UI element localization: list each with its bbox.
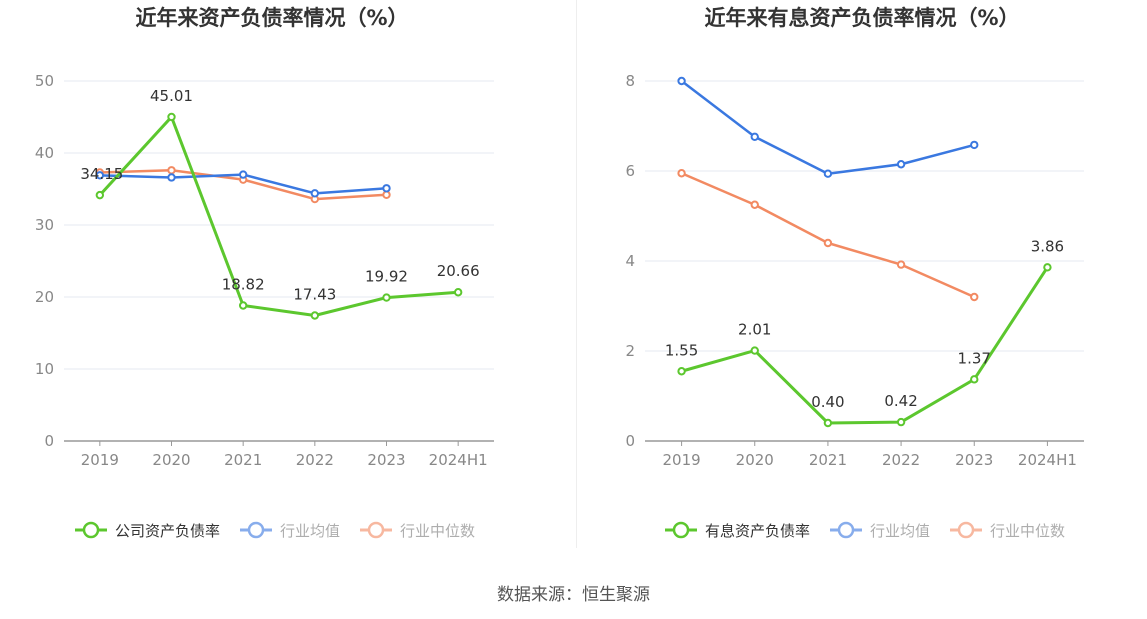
data-label: 17.43 xyxy=(293,286,336,304)
data-point-industry-average xyxy=(677,76,686,86)
legend-item-company: 有息资产负债率 xyxy=(665,521,810,540)
legend-item-industry-median: 行业中位数 xyxy=(360,521,475,540)
legend-item-industry-average: 行业均值 xyxy=(830,521,930,540)
data-label: 0.40 xyxy=(811,393,844,411)
data-point-industry-median xyxy=(167,166,176,175)
panel-divider xyxy=(576,0,577,548)
x-tick-label: 2021 xyxy=(224,451,262,469)
legend-label: 行业中位数 xyxy=(400,522,475,540)
data-point-industry-average xyxy=(970,140,979,150)
y-tick-label: 2 xyxy=(625,342,635,360)
data-label: 45.01 xyxy=(150,87,193,105)
data-label: 2.01 xyxy=(738,321,771,339)
data-point-industry-average xyxy=(167,173,176,182)
data-point-industry-average xyxy=(310,189,320,198)
data-point-industry-median xyxy=(896,260,906,269)
data-point-company xyxy=(382,293,391,302)
series-line-company xyxy=(98,115,459,318)
data-source-footer: 数据来源：恒生聚源 xyxy=(497,585,650,605)
data-point-industry-median xyxy=(750,200,759,209)
legend-swatch-marker xyxy=(837,521,855,539)
chart-panel-2: 近年来有息资产负债率情况（%） 0 2 4 6 8 2019 2020 2021 2022 2023… xyxy=(625,6,1084,540)
data-point-industry-average xyxy=(382,184,391,193)
series-line-industry-average xyxy=(680,80,975,175)
legend-item-company: 公司资产负债率 xyxy=(75,521,220,540)
data-point-company xyxy=(970,375,979,384)
legend-swatch-marker xyxy=(82,521,100,539)
data-point-industry-average xyxy=(896,160,906,169)
data-point-industry-median xyxy=(970,292,979,302)
data-point-industry-average xyxy=(238,170,248,179)
data-label: 3.86 xyxy=(1031,237,1064,255)
chart-title: 近年来有息资产负债率情况（%） xyxy=(704,6,1019,30)
data-point-company xyxy=(453,288,463,297)
data-label: 19.92 xyxy=(365,268,408,286)
legend-item-industry-average: 行业均值 xyxy=(240,521,340,540)
data-point-company xyxy=(167,112,176,122)
y-tick-label: 4 xyxy=(625,252,635,270)
x-tick-label: 2023 xyxy=(955,451,993,469)
legend-swatch-marker xyxy=(367,521,385,539)
y-tick-label: 0 xyxy=(625,432,635,450)
data-label: 1.37 xyxy=(958,349,991,367)
data-point-company xyxy=(677,367,686,376)
data-point-industry-average xyxy=(95,171,105,180)
legend-label: 公司资产负债率 xyxy=(115,522,220,540)
chart-panel-1: 近年来资产负债率情况（%） 0 10 20 30 40 50 2019 2020 2021 2022… xyxy=(35,6,494,540)
y-tick-label: 50 xyxy=(35,72,54,90)
y-tick-label: 20 xyxy=(35,288,54,306)
x-tick-label: 2019 xyxy=(81,451,119,469)
data-point-industry-average xyxy=(823,169,833,178)
x-tick-label: 2024H1 xyxy=(429,451,488,469)
x-tick-label: 2021 xyxy=(809,451,847,469)
y-tick-label: 30 xyxy=(35,216,54,234)
legend-swatch-marker xyxy=(672,521,690,539)
y-tick-label: 6 xyxy=(625,162,635,180)
data-point-industry-average xyxy=(750,132,759,142)
data-label: 0.42 xyxy=(884,392,917,410)
y-tick-label: 40 xyxy=(35,144,54,162)
data-point-company xyxy=(750,346,759,355)
legend-swatch-marker xyxy=(957,521,975,539)
y-tick-label: 0 xyxy=(44,432,54,450)
data-point-industry-median xyxy=(382,190,391,199)
data-point-company xyxy=(95,190,105,200)
data-point-company xyxy=(823,418,833,428)
legend-item-industry-median: 行业中位数 xyxy=(950,521,1065,540)
data-point-company xyxy=(238,301,248,310)
data-point-company xyxy=(1043,263,1052,272)
data-label: 18.82 xyxy=(222,275,265,293)
x-tick-label: 2023 xyxy=(367,451,405,469)
x-tick-label: 2020 xyxy=(152,451,190,469)
data-point-industry-median xyxy=(823,238,833,248)
legend-label: 有息资产负债率 xyxy=(705,522,810,540)
x-tick-label: 2024H1 xyxy=(1018,451,1077,469)
x-tick-label: 2019 xyxy=(662,451,700,469)
data-point-company xyxy=(310,311,320,320)
legend-label: 行业中位数 xyxy=(990,522,1065,540)
series-line-company xyxy=(681,266,1049,425)
x-tick-label: 2020 xyxy=(736,451,774,469)
legend-label: 行业均值 xyxy=(280,522,340,540)
data-label: 1.55 xyxy=(665,341,698,359)
x-tick-label: 2022 xyxy=(296,451,334,469)
data-label: 34.15 xyxy=(80,165,123,183)
x-tick-label: 2022 xyxy=(882,451,920,469)
legend-swatch-marker xyxy=(247,521,265,539)
data-point-industry-median xyxy=(677,169,686,178)
chart-title: 近年来资产负债率情况（%） xyxy=(135,6,408,30)
y-tick-label: 8 xyxy=(625,72,635,90)
data-label: 20.66 xyxy=(437,262,480,280)
y-tick-label: 10 xyxy=(35,360,54,378)
legend-label: 行业均值 xyxy=(870,522,930,540)
series-line-industry-median xyxy=(681,172,975,299)
data-point-company xyxy=(896,417,906,427)
